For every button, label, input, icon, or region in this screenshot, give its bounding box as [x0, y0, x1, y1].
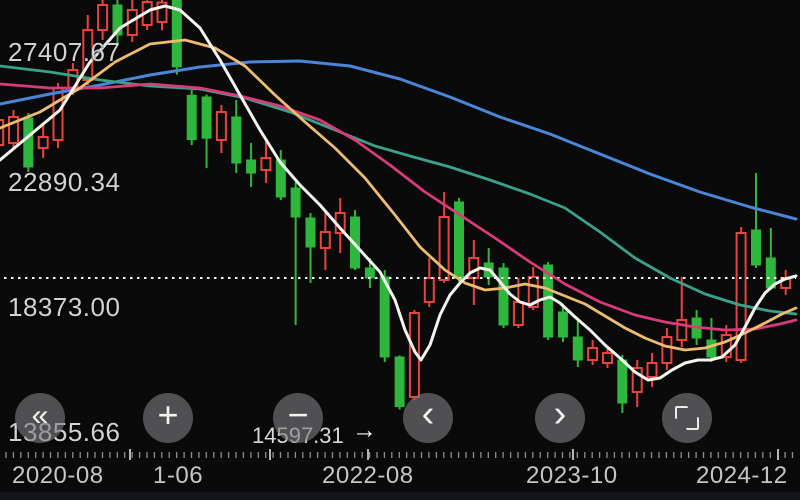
chevron-right-icon: › — [553, 393, 567, 435]
y-axis-label: 22890.34 — [8, 167, 121, 197]
x-axis-label: 2024-12 — [696, 462, 788, 489]
fast-backward-button[interactable]: « — [15, 393, 65, 443]
zoom-out-icon: − — [287, 394, 309, 435]
zoom-out-button[interactable]: − — [273, 393, 323, 443]
fullscreen-button[interactable] — [662, 393, 712, 443]
y-axis-label: 27407.67 — [8, 37, 121, 67]
fast-backward-icon: « — [31, 399, 49, 432]
pan-left-button[interactable]: ‹ — [403, 393, 453, 443]
bottom-bar — [0, 492, 800, 500]
x-axis-label: 2022-08 — [322, 462, 414, 489]
zoom-in-button[interactable]: + — [143, 393, 193, 443]
x-axis-label: 2023-10 — [526, 462, 618, 489]
chevron-left-icon: ‹ — [421, 393, 435, 435]
x-axis-label: 1-06 — [153, 462, 204, 489]
y-axis-label: 18373.00 — [8, 292, 121, 322]
low-price-arrow-icon: → — [352, 416, 377, 444]
zoom-in-icon: + — [157, 394, 179, 435]
fullscreen-icon — [675, 406, 699, 430]
x-axis-label: 2020-08 — [12, 462, 104, 489]
pan-right-button[interactable]: › — [535, 393, 585, 443]
